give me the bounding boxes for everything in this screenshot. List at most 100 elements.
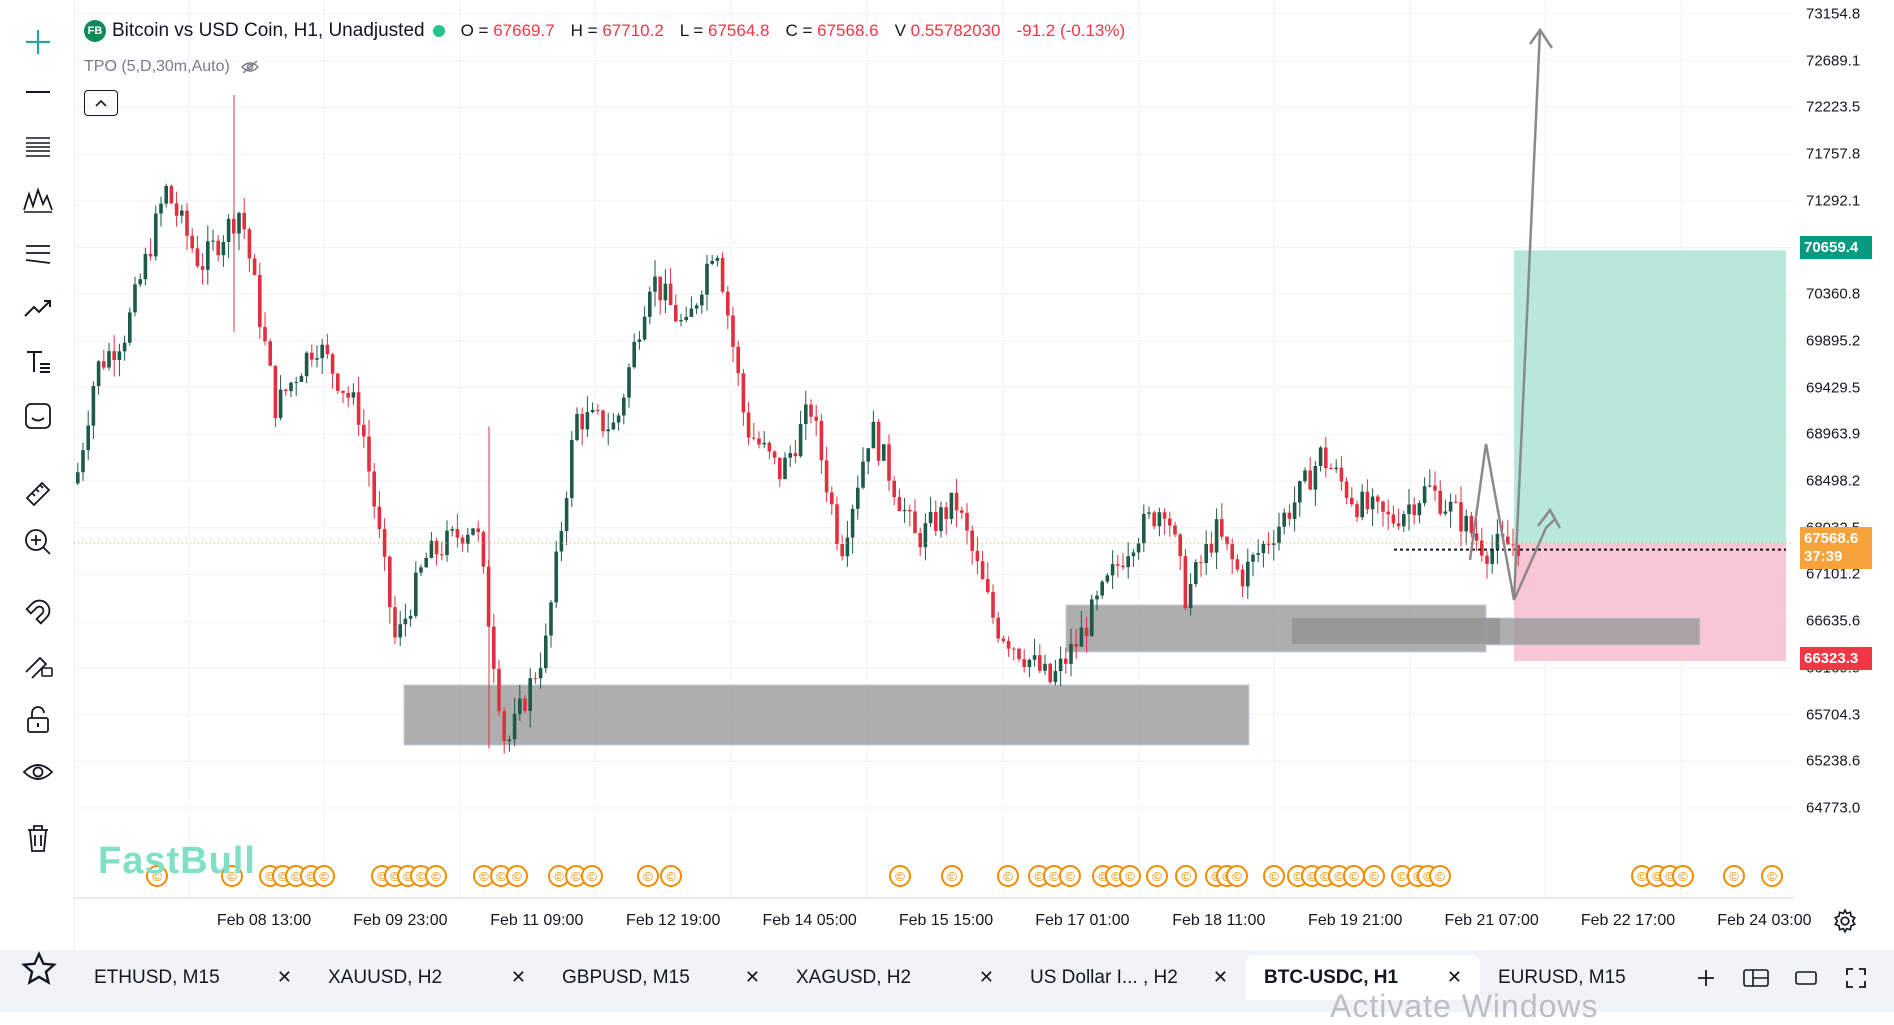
candle-body (159, 203, 163, 214)
candle-body (866, 448, 870, 462)
candle-body (237, 212, 241, 234)
event-icon (997, 865, 1019, 887)
candle-body (1194, 562, 1198, 584)
candle-body (622, 397, 626, 416)
fib-lines-tool[interactable] (18, 126, 58, 166)
candle-body (1209, 543, 1214, 553)
text-tool-tool[interactable] (18, 342, 58, 382)
price-chart[interactable]: © © © © © © © © © © © © © © © © © © © © © © © © © © © © © © © © © © © © © © © ©… (74, 0, 1794, 950)
close-icon[interactable]: ✕ (510, 967, 526, 987)
window-button[interactable] (1792, 964, 1820, 992)
unlock-tool[interactable] (18, 700, 58, 740)
close-icon[interactable]: ✕ (744, 967, 760, 987)
tab-label: ETHUSD, M15 (94, 966, 220, 988)
candle-body (440, 554, 444, 556)
text-tool-icon (27, 351, 50, 373)
candle-body (575, 413, 579, 440)
chart-tabs: ETHUSD, M15 ✕ XAUUSD, H2 ✕ GBPUSD, M15 ✕ XAGUS… (76, 955, 1714, 1000)
candle-body (367, 436, 371, 472)
candle-body (492, 626, 496, 669)
close-icon[interactable]: ✕ (276, 967, 292, 987)
candle-body (341, 390, 345, 393)
candle-body (315, 358, 319, 360)
parallel-channel-tool[interactable] (18, 234, 58, 274)
candle-body (627, 367, 631, 398)
event-icon (660, 865, 682, 887)
tab-bar (0, 950, 1894, 1012)
candle-body (185, 210, 189, 236)
add-tab-button[interactable] (1692, 964, 1720, 992)
star-icon[interactable] (20, 950, 58, 988)
candle-body (570, 439, 574, 499)
candle-body (1412, 504, 1416, 516)
candle-body (393, 607, 397, 638)
tab-us-dollar-i-h2[interactable]: US Dollar I... , H2 ✕ (1012, 955, 1246, 1000)
chart-area[interactable]: © © © © © © © © © © © © © © © © © © © © © © © © © © © © © © © © © © © © © © © ©… (74, 0, 1794, 950)
symbol-title[interactable]: Bitcoin vs USD Coin, H1, Unadjusted (112, 20, 425, 41)
indicator-name[interactable]: TPO (5,D,30m,Auto) (84, 58, 230, 75)
event-icon (1429, 865, 1451, 887)
fullscreen-button[interactable] (1842, 964, 1870, 992)
eye-off-icon[interactable] (240, 59, 260, 75)
candle-body (512, 713, 517, 740)
emoji-tool[interactable] (18, 396, 58, 436)
gear-icon[interactable] (1832, 908, 1858, 934)
candle-body (684, 316, 688, 321)
candle-body (206, 241, 210, 270)
lock-drawing-tool[interactable] (18, 642, 58, 682)
indicator-row[interactable]: TPO (5,D,30m,Auto) (84, 58, 260, 76)
candle-body (928, 511, 933, 524)
close-icon[interactable]: ✕ (1212, 967, 1228, 987)
zoom-in-tool[interactable] (18, 522, 58, 562)
candle-body (1402, 514, 1406, 527)
tab-label: EURUSD, M15 (1498, 966, 1626, 988)
candle-body (1168, 518, 1172, 526)
candle-body (1266, 543, 1271, 545)
candle-body (362, 424, 366, 437)
tab-actions (1692, 955, 1870, 1000)
candle-body (1464, 515, 1468, 532)
candle-body (1381, 501, 1385, 512)
candle-body (778, 457, 782, 480)
close-icon[interactable]: ✕ (978, 967, 994, 987)
price-axis-label: 65704.3 (1806, 706, 1861, 723)
tab-eurusd-m15[interactable]: EURUSD, M15 (1480, 955, 1714, 1000)
candle-body (1474, 533, 1479, 541)
candle-body (1183, 556, 1188, 609)
take-profit-zone (1514, 250, 1786, 544)
tab-xauusd-h2[interactable]: XAUUSD, H2 ✕ (310, 955, 544, 1000)
candle-body (757, 438, 761, 445)
candle-body (1417, 503, 1422, 516)
window-icon (1795, 970, 1817, 985)
layout-button[interactable] (1742, 964, 1770, 992)
candle-body (1334, 467, 1338, 470)
candle-body (850, 508, 855, 538)
ruler-tool[interactable] (18, 472, 58, 512)
price-axis-label: 72223.5 (1806, 98, 1861, 116)
take-profit-tag: 70659.4 (1800, 236, 1872, 260)
tab-label: XAUUSD, H2 (328, 966, 443, 988)
tab-btc-usdc-h1[interactable]: BTC-USDC, H1 ✕ (1246, 955, 1480, 1000)
candle-body (1131, 552, 1136, 557)
candle-body (856, 487, 860, 509)
market-status-dot (432, 25, 445, 37)
event-icon-glyph: © (947, 869, 957, 884)
eye-tool[interactable] (18, 752, 58, 792)
horizontal-line-tool[interactable] (18, 72, 58, 112)
event-icon (1175, 865, 1197, 887)
pattern-tool[interactable] (18, 180, 58, 220)
crosshair-tool[interactable] (18, 22, 58, 62)
tab-xagusd-h2[interactable]: XAGUSD, H2 ✕ (778, 955, 1012, 1000)
candle-body (1261, 543, 1266, 554)
candle-body (653, 276, 657, 292)
tab-gbpusd-m15[interactable]: GBPUSD, M15 ✕ (544, 955, 778, 1000)
candle-body (616, 415, 621, 423)
trend-arrow-tool[interactable] (18, 288, 58, 328)
close-icon[interactable]: ✕ (1446, 967, 1462, 987)
collapse-legend-button[interactable] (84, 90, 118, 116)
trash-tool[interactable] (18, 818, 58, 858)
price-axis[interactable]: 73154.872689.172223.571757.871292.170826… (1794, 0, 1894, 950)
time-axis-label: Feb 08 13:00 (216, 912, 312, 929)
magnet-tool[interactable] (18, 592, 58, 632)
tab-ethusd-m15[interactable]: ETHUSD, M15 ✕ (76, 955, 310, 1000)
